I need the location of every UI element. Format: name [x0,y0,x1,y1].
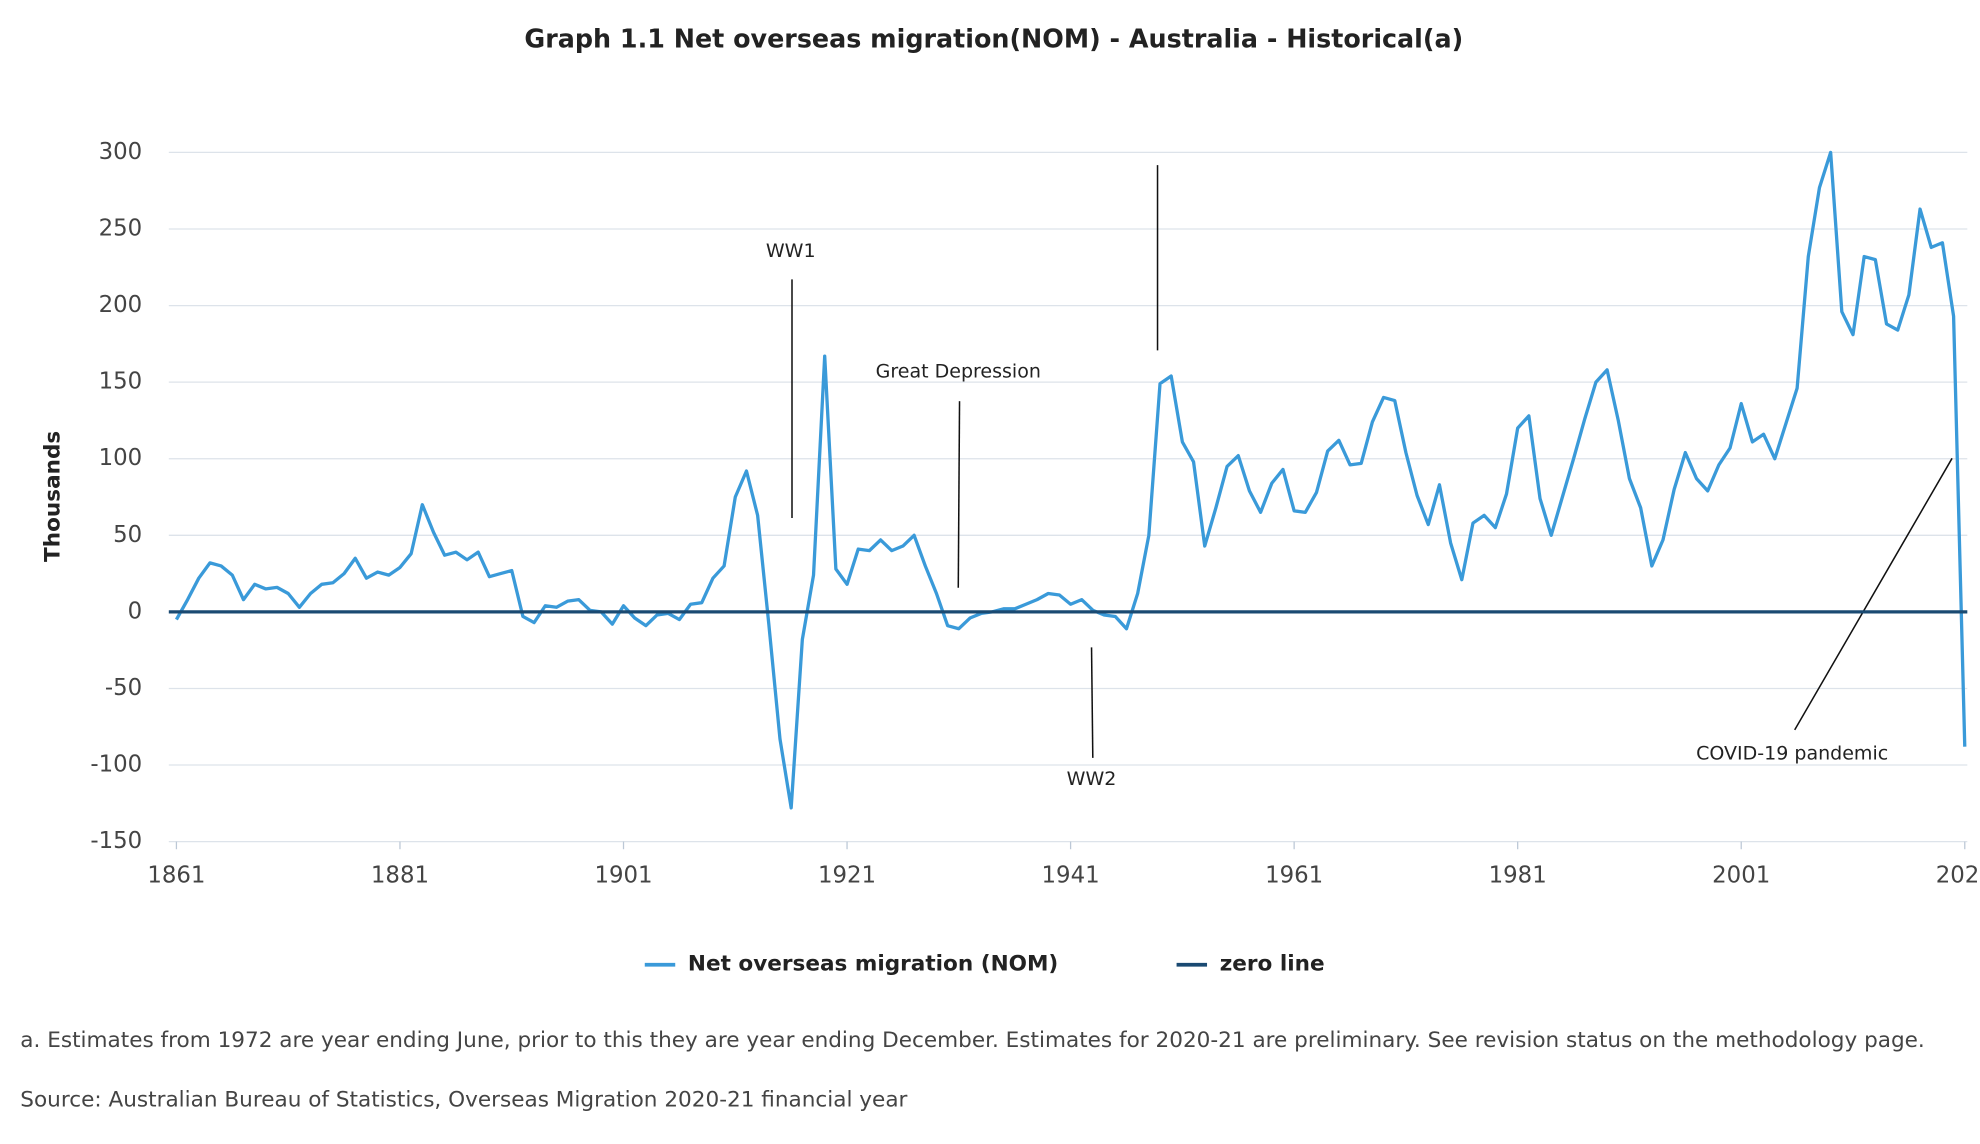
data-line [174,150,1967,810]
x-tick-label: 1981 [1489,862,1547,888]
footnote: a. Estimates from 1972 are year ending J… [20,1028,1924,1053]
y-tick-label: 100 [99,445,143,471]
y-tick-label: -100 [90,752,142,778]
annotation: WW2 [1067,768,1117,790]
y-tick-label: 200 [99,292,143,318]
y-tick-label: -150 [90,828,142,854]
annotation-line [957,401,961,588]
annotation-line [1794,457,1953,731]
y-tick-label: 300 [99,139,143,165]
annotation-line [1090,647,1094,758]
source-note: Source: Australian Bureau of Statistics,… [20,1088,907,1113]
legend-label: Net overseas migration (NOM) [688,952,1058,977]
x-tick-label: 2001 [1712,862,1770,888]
y-tick-label: 0 [128,598,143,624]
x-tick-label: 1881 [371,862,429,888]
x-tick-label: 1941 [1042,862,1100,888]
y-tick-label: -50 [105,675,142,701]
annotation: WW1 [766,240,816,262]
x-tick-label: 1921 [818,862,876,888]
x-tick-label: 1961 [1265,862,1323,888]
annotation: COVID-19 pandemic [1696,743,1888,765]
y-tick-label: 50 [113,522,142,548]
y-axis-label: Thousands [40,431,65,562]
y-tick-label: 250 [99,215,143,241]
x-tick-label: 1861 [147,862,205,888]
legend-label: zero line [1220,952,1325,977]
y-tick-label: 150 [99,369,143,395]
chart-title: Graph 1.1 Net overseas migration(NOM) - … [524,24,1463,54]
annotation: Great Depression [876,361,1041,383]
x-tick-label: 1901 [594,862,652,888]
x-tick-label: 2021 [1936,862,1980,888]
